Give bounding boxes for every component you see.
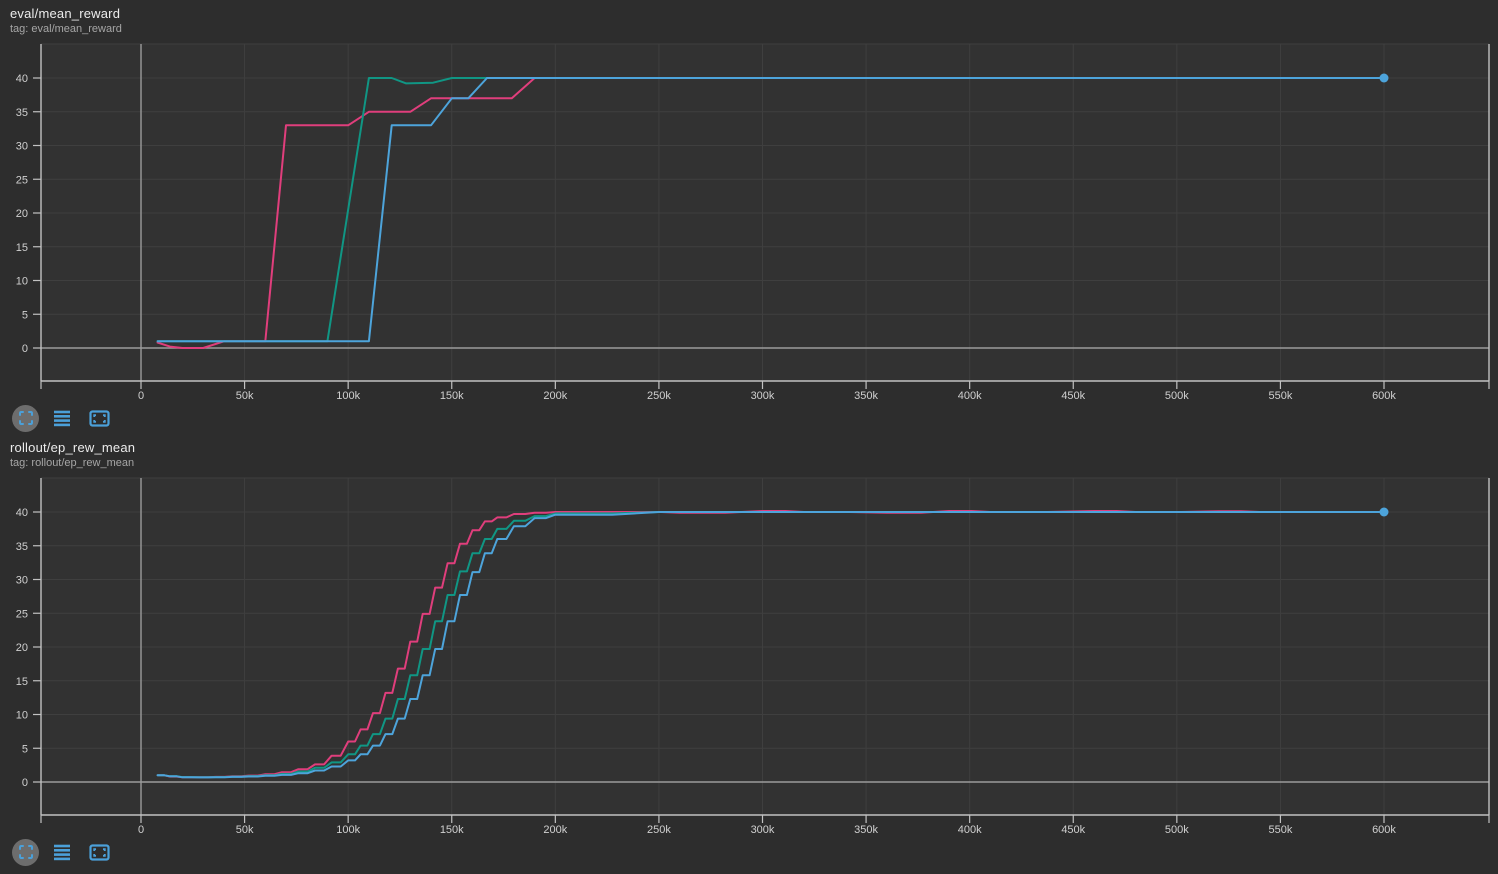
- x-tick-label: 100k: [336, 390, 360, 402]
- y-tick-label: 10: [16, 710, 28, 722]
- x-tick-label: 100k: [336, 824, 360, 836]
- x-tick-label: 500k: [1165, 824, 1189, 836]
- chart-tag: tag: rollout/ep_rew_mean: [10, 457, 135, 469]
- expand-card-icon: [88, 409, 110, 427]
- y-tick-label: 10: [16, 276, 28, 288]
- x-tick-label: 350k: [854, 390, 878, 402]
- eval-mean-reward-plot[interactable]: 0 5 10 15 20 25 30 35 40 0 50k 100k 150k 200k 250k 300k…: [0, 0, 1498, 404]
- x-tick-label: 0: [138, 824, 144, 836]
- chart-title: rollout/ep_rew_mean: [10, 440, 136, 455]
- chart-card-rollout-ep-rew-mean: 0 5 10 15 20 25 30 35 40 0 50k 100k 150k 200k 250k 300k…: [0, 434, 1498, 874]
- x-tick-label: 200k: [543, 390, 567, 402]
- x-tick-label: 300k: [751, 824, 775, 836]
- expand-card-button[interactable]: [85, 404, 113, 432]
- y-tick-label: 20: [16, 208, 28, 220]
- expand-card-button[interactable]: [85, 838, 113, 866]
- x-tick-label: 600k: [1372, 390, 1396, 402]
- chart-toolbar: [12, 837, 113, 867]
- series-end-dot-run-blue: [1379, 73, 1389, 83]
- chart-tag: tag: eval/mean_reward: [10, 23, 122, 35]
- y-tick-label: 15: [16, 676, 28, 688]
- y-tick-label: 0: [22, 777, 28, 789]
- y-tick-label: 35: [16, 541, 28, 553]
- fit-domain-icon: [18, 410, 34, 426]
- fit-domain-button[interactable]: [12, 404, 39, 432]
- x-tick-label: 400k: [958, 390, 982, 402]
- x-tick-label: 150k: [440, 824, 464, 836]
- x-tick-label: 250k: [647, 390, 671, 402]
- y-tick-label: 30: [16, 141, 28, 153]
- data-table-icon: [53, 844, 71, 861]
- x-tick-label: 0: [138, 390, 144, 402]
- y-tick-label: 30: [16, 575, 28, 587]
- y-tick-label: 25: [16, 608, 28, 620]
- x-tick-label: 350k: [854, 824, 878, 836]
- x-tick-label: 200k: [543, 824, 567, 836]
- y-tick-label: 25: [16, 174, 28, 186]
- x-tick-label: 550k: [1268, 390, 1292, 402]
- x-tick-label: 550k: [1268, 824, 1292, 836]
- rollout-ep-rew-mean-plot[interactable]: 0 5 10 15 20 25 30 35 40 0 50k 100k 150k 200k 250k 300k…: [0, 434, 1498, 838]
- y-tick-label: 20: [16, 642, 28, 654]
- chart-title: eval/mean_reward: [10, 6, 121, 21]
- x-tick-label: 400k: [958, 824, 982, 836]
- chart-toolbar: [12, 403, 113, 433]
- y-tick-label: 35: [16, 107, 28, 119]
- data-table-button[interactable]: [48, 404, 76, 432]
- y-tick-label: 15: [16, 242, 28, 254]
- y-tick-label: 5: [22, 743, 28, 755]
- fit-domain-button[interactable]: [12, 838, 39, 866]
- series-line-run-pink: [156, 77, 536, 349]
- series-line-run-teal: [156, 77, 557, 343]
- y-tick-label: 5: [22, 309, 28, 321]
- y-tick-label: 40: [16, 507, 28, 519]
- fit-domain-icon: [18, 844, 34, 860]
- x-tick-label: 50k: [236, 824, 254, 836]
- x-tick-label: 600k: [1372, 824, 1396, 836]
- y-tick-label: 0: [22, 343, 28, 355]
- series-line-run-blue: [156, 77, 1385, 343]
- x-tick-label: 500k: [1165, 390, 1189, 402]
- chart-card-eval-mean-reward: 0 5 10 15 20 25 30 35 40 0 50k 100k 150k 200k 250k 300k…: [0, 0, 1498, 434]
- x-tick-label: 150k: [440, 390, 464, 402]
- x-tick-label: 250k: [647, 824, 671, 836]
- data-table-icon: [53, 410, 71, 427]
- expand-card-icon: [88, 843, 110, 861]
- x-tick-label: 300k: [751, 390, 775, 402]
- x-tick-label: 450k: [1061, 824, 1085, 836]
- y-tick-label: 40: [16, 73, 28, 85]
- series-line-run-blue: [156, 511, 1385, 779]
- x-tick-label: 50k: [236, 390, 254, 402]
- series-end-dot-run-blue: [1379, 507, 1389, 517]
- x-tick-label: 450k: [1061, 390, 1085, 402]
- data-table-button[interactable]: [48, 838, 76, 866]
